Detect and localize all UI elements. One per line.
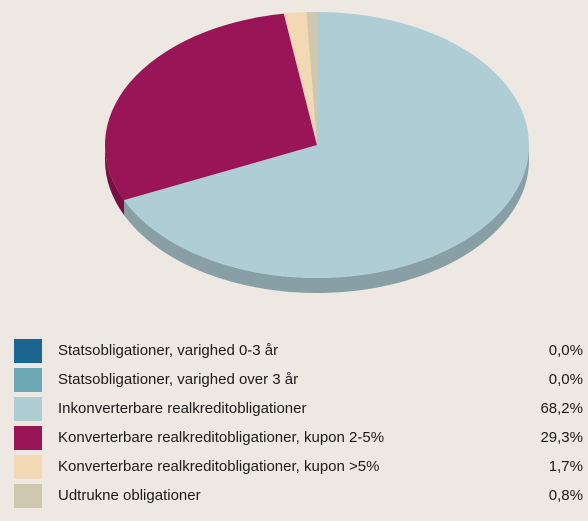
value-label: 0,0% — [549, 342, 583, 359]
value-label: 68,2% — [540, 400, 583, 417]
value-label: 1,7% — [549, 458, 583, 475]
pie-slice — [124, 12, 529, 278]
legend-label: Statsobligationer, varighed over 3 år — [58, 371, 298, 388]
pie-slice — [283, 12, 317, 146]
legend-swatch — [14, 426, 42, 450]
pie-slice — [306, 12, 317, 145]
pie-slice — [104, 13, 317, 201]
value-label: 0,0% — [549, 371, 583, 388]
value-label: 29,3% — [540, 429, 583, 446]
legend-label: Udtrukne obligationer — [58, 487, 201, 504]
legend-label: Inkonverterbare realkreditobligationer — [58, 400, 306, 417]
legend-swatch — [14, 397, 42, 421]
legend-swatch — [14, 339, 42, 363]
legend-swatch — [14, 455, 42, 479]
legend-label: Konverterbare realkreditobligationer, ku… — [58, 458, 379, 475]
legend-label: Statsobligationer, varighed 0-3 år — [58, 342, 278, 359]
legend-label: Konverterbare realkreditobligationer, ku… — [58, 429, 384, 446]
value-label: 0,8% — [549, 487, 583, 504]
pie-side — [105, 145, 125, 216]
legend-swatch — [14, 484, 42, 508]
legend-swatch — [14, 368, 42, 392]
